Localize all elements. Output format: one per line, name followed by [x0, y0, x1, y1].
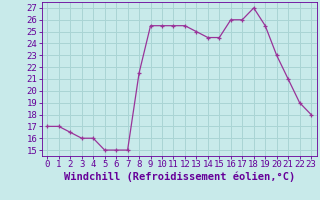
X-axis label: Windchill (Refroidissement éolien,°C): Windchill (Refroidissement éolien,°C)	[64, 172, 295, 182]
